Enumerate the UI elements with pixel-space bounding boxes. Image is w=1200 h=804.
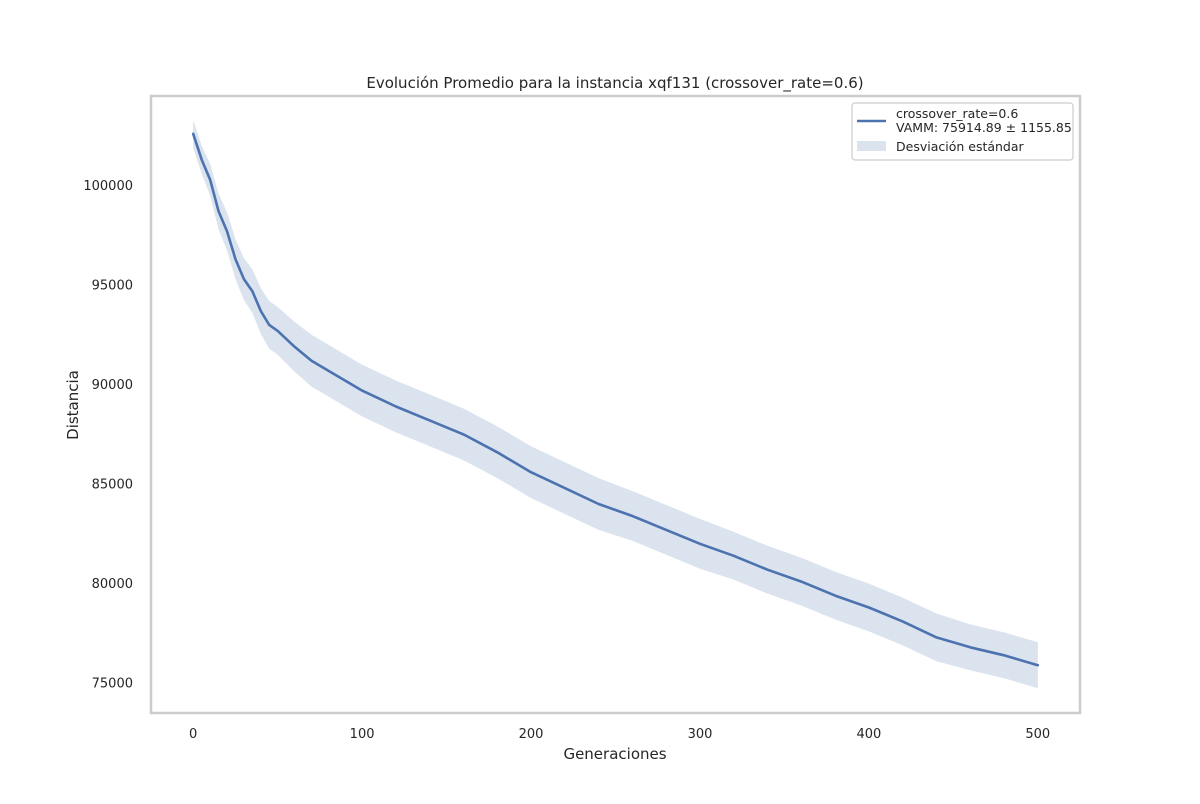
x-tick-label: 400	[856, 727, 881, 742]
x-tick-labels: 0 100 200 300 400 500	[189, 727, 1050, 742]
y-tick-label: 100000	[83, 179, 133, 194]
mean-line-layer	[191, 132, 1040, 667]
std-band	[193, 119, 1038, 689]
y-tick-label: 95000	[92, 279, 133, 294]
plot-frame	[149, 94, 1082, 715]
legend: crossover_rate=0.6 VAMM: 75914.89 ± 1155…	[851, 102, 1074, 161]
legend-series-label: crossover_rate=0.6	[896, 106, 1018, 121]
y-tick-label: 80000	[92, 577, 133, 592]
chart-title: Evolución Promedio para la instancia xqf…	[366, 74, 863, 93]
x-tick-label: 300	[688, 727, 713, 742]
legend-band-swatch	[857, 141, 886, 151]
y-tick-labels: 75000 80000 85000 90000 95000 100000	[83, 179, 133, 692]
x-tick-label: 0	[189, 727, 197, 742]
y-axis-label: Distancia	[64, 370, 82, 440]
x-tick-label: 100	[350, 727, 375, 742]
legend-series-label-line2: VAMM: 75914.89 ± 1155.85	[896, 120, 1072, 135]
series-line-crossover-rate-0-6	[191, 132, 1040, 667]
std-band-layer	[193, 119, 1038, 689]
y-tick-label: 85000	[92, 478, 133, 493]
legend-frame	[851, 102, 1074, 161]
x-tick-label: 500	[1025, 727, 1050, 742]
y-tick-label: 90000	[92, 378, 133, 393]
x-tick-label: 200	[519, 727, 544, 742]
legend-band-label: Desviación estándar	[896, 139, 1025, 154]
x-axis-label: Generaciones	[563, 745, 666, 763]
y-tick-label: 75000	[92, 677, 133, 692]
